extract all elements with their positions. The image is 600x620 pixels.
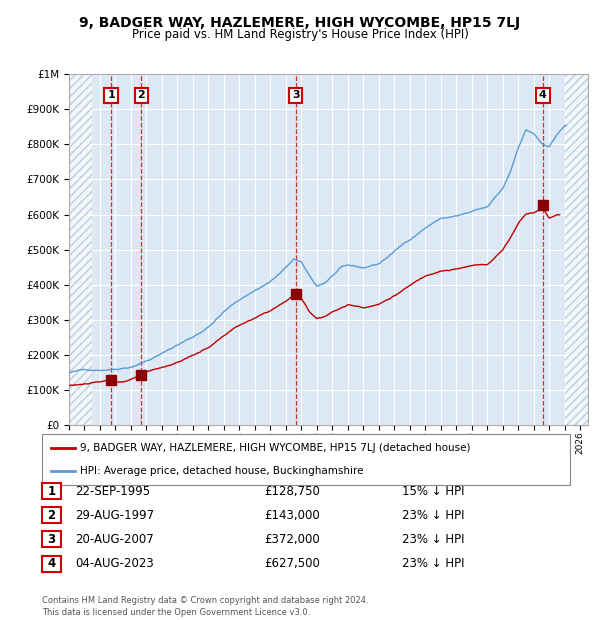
Text: 9, BADGER WAY, HAZLEMERE, HIGH WYCOMBE, HP15 7LJ: 9, BADGER WAY, HAZLEMERE, HIGH WYCOMBE, …: [79, 16, 521, 30]
Text: 29-AUG-1997: 29-AUG-1997: [75, 509, 154, 521]
Text: 2: 2: [137, 91, 145, 100]
Text: £627,500: £627,500: [264, 557, 320, 570]
Text: 3: 3: [47, 533, 56, 546]
Text: 23% ↓ HPI: 23% ↓ HPI: [402, 533, 464, 546]
Text: 2: 2: [47, 509, 56, 521]
Text: 15% ↓ HPI: 15% ↓ HPI: [402, 485, 464, 497]
Text: 04-AUG-2023: 04-AUG-2023: [75, 557, 154, 570]
Text: 23% ↓ HPI: 23% ↓ HPI: [402, 509, 464, 521]
Text: £372,000: £372,000: [264, 533, 320, 546]
Bar: [565, 74, 596, 425]
Bar: [69, 74, 92, 425]
Text: 20-AUG-2007: 20-AUG-2007: [75, 533, 154, 546]
Text: 9, BADGER WAY, HAZLEMERE, HIGH WYCOMBE, HP15 7LJ (detached house): 9, BADGER WAY, HAZLEMERE, HIGH WYCOMBE, …: [80, 443, 470, 453]
Text: Price paid vs. HM Land Registry's House Price Index (HPI): Price paid vs. HM Land Registry's House …: [131, 28, 469, 41]
Text: 3: 3: [292, 91, 299, 100]
Text: £143,000: £143,000: [264, 509, 320, 521]
Text: £128,750: £128,750: [264, 485, 320, 497]
Text: 1: 1: [47, 485, 56, 497]
Text: 1: 1: [107, 91, 115, 100]
Text: 4: 4: [47, 557, 56, 570]
Text: 22-SEP-1995: 22-SEP-1995: [75, 485, 150, 497]
Text: HPI: Average price, detached house, Buckinghamshire: HPI: Average price, detached house, Buck…: [80, 466, 364, 476]
Text: 4: 4: [539, 91, 547, 100]
Text: 23% ↓ HPI: 23% ↓ HPI: [402, 557, 464, 570]
Text: Contains HM Land Registry data © Crown copyright and database right 2024.
This d: Contains HM Land Registry data © Crown c…: [42, 596, 368, 617]
